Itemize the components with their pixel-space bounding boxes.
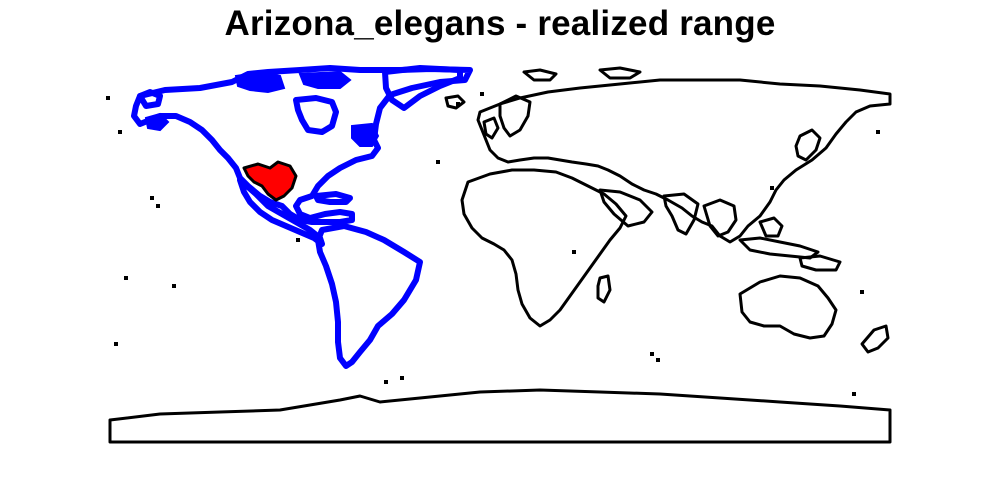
hudson-bay-outline <box>293 95 339 135</box>
new-guinea-outline <box>798 254 842 272</box>
svalbard-outline <box>522 68 558 82</box>
south-america-outline <box>315 223 423 369</box>
indochina-outline <box>702 198 738 238</box>
caribbean-outline <box>313 191 353 205</box>
alaska-outline <box>137 89 163 109</box>
madagascar-outline <box>596 274 612 304</box>
japan-outline <box>794 128 822 162</box>
arabia-outline <box>598 188 654 228</box>
australia-outline <box>738 274 838 340</box>
india-outline <box>662 192 700 236</box>
scandinavia-outline <box>498 94 532 138</box>
new-zealand-outline <box>860 324 890 354</box>
americas-arctic-islands <box>144 70 380 147</box>
antarctica-outline <box>108 388 892 444</box>
borneo-outline <box>758 216 784 238</box>
realized-range-area <box>242 160 298 202</box>
americas-highlight <box>131 65 473 369</box>
africa-outline <box>460 168 628 328</box>
old-world-coastlines <box>108 66 892 444</box>
britain-outline <box>482 116 500 140</box>
small-islands <box>106 92 880 396</box>
map-title: Arizona_elegans - realized range <box>224 4 776 43</box>
north-america-outline <box>131 65 473 225</box>
eurasia-outline <box>476 78 892 244</box>
novaya-zemlya-outline <box>598 66 642 80</box>
iceland-outline <box>444 94 466 110</box>
greenland-outline <box>382 65 463 111</box>
indonesia-outline <box>738 236 820 260</box>
